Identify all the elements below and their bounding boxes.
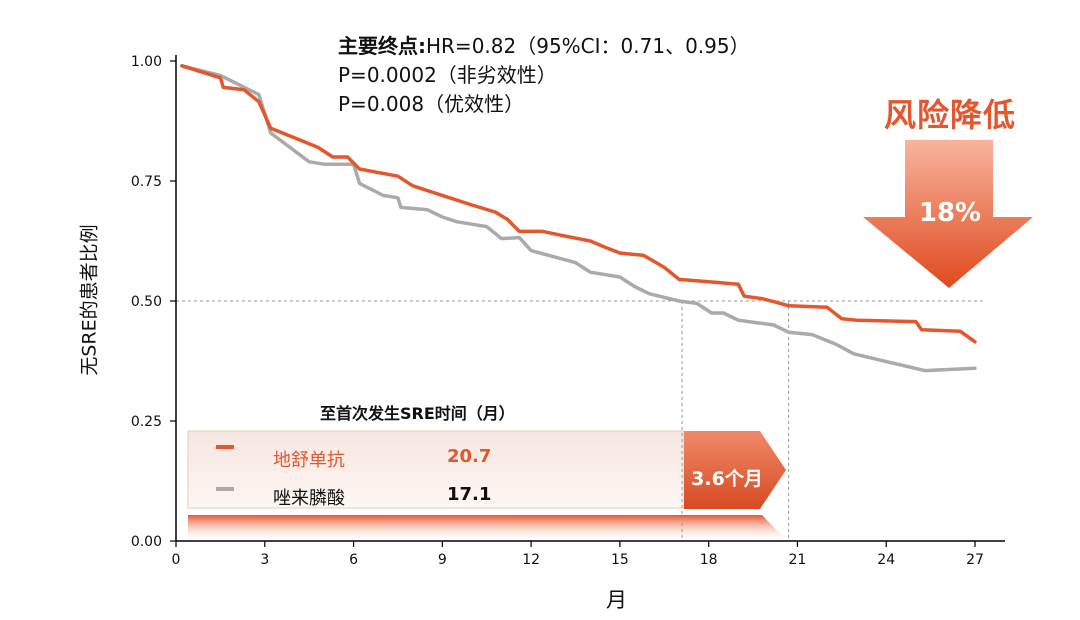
y-axis-label: 无SRE的患者比例 — [78, 224, 101, 376]
legend-name-denosumab: 地舒单抗 — [273, 450, 345, 471]
x-tick-label-2: 6 — [349, 552, 358, 568]
risk-reduction-value: 18% — [918, 198, 982, 228]
median-table-title: 至首次发生SRE时间（月） — [320, 404, 515, 423]
series-line-denosumab — [180, 64, 977, 344]
table-panel — [187, 430, 685, 509]
x-tick-label-1: 3 — [260, 552, 269, 568]
p-noninferiority: P=0.0002（非劣效性） — [338, 63, 557, 87]
x-tick-label-5: 15 — [611, 552, 629, 568]
legend-value-denosumab: 20.7 — [447, 446, 492, 467]
stats-hr-line: 主要终点:HR=0.82（95%CI：0.71、0.95） — [338, 30, 750, 59]
bottom-gradient-bar — [188, 515, 786, 540]
x-tick-label-6: 18 — [700, 552, 718, 568]
x-axis-label: 月 — [606, 588, 627, 612]
series-line-zoledronic — [180, 64, 977, 373]
median-difference-label: 3.6个月 — [691, 468, 763, 490]
risk-arrow — [863, 140, 1033, 288]
y-tick-label-4: 1.00 — [131, 54, 162, 70]
x-tick-label-3: 9 — [438, 552, 447, 568]
x-tick-label-4: 12 — [522, 552, 540, 568]
y-tick-label-1: 0.25 — [131, 414, 162, 430]
x-tick-label-7: 21 — [789, 552, 807, 568]
y-tick-label-0: 0.00 — [131, 534, 162, 550]
x-tick-label-8: 24 — [877, 552, 895, 568]
p-superiority: P=0.008（优效性） — [338, 92, 525, 116]
risk-reduction-title: 风险降低 — [883, 96, 1016, 134]
legend-value-zoledronic: 17.1 — [447, 484, 492, 505]
median-time-box — [187, 430, 786, 540]
difference-arrow — [684, 431, 786, 509]
y-tick-label-3: 0.75 — [131, 174, 162, 190]
y-tick-label-2: 0.50 — [131, 294, 162, 310]
legend-name-zoledronic: 唑来膦酸 — [273, 488, 345, 509]
x-tick-label-9: 27 — [966, 552, 984, 568]
x-tick-label-0: 0 — [172, 552, 181, 568]
stats-label: 主要终点: — [338, 34, 426, 58]
hazard-ratio: HR=0.82（95%CI：0.71、0.95） — [426, 34, 750, 58]
